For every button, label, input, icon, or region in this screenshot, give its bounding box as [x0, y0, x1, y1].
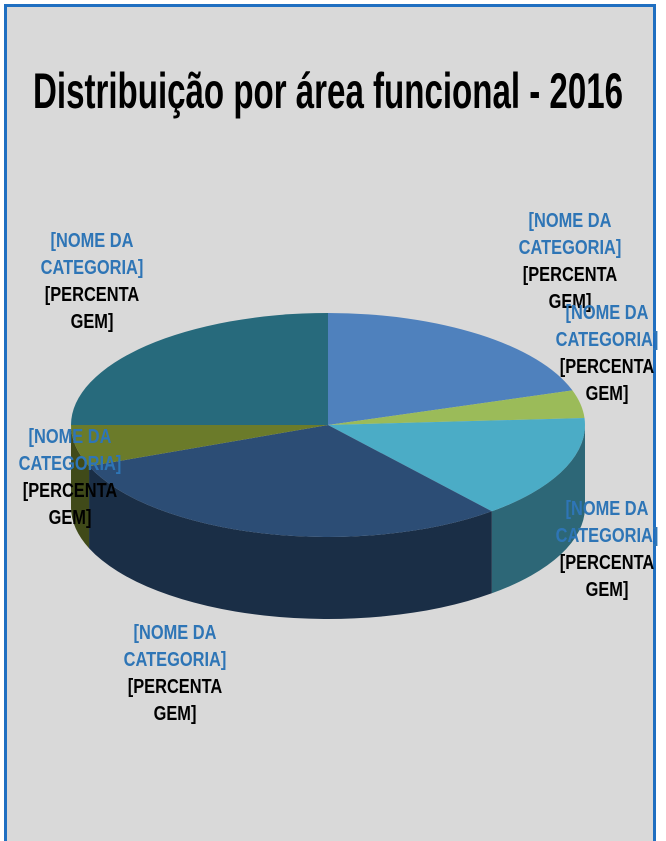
data-label: [NOME DA CATEGORIA] [PERCENTAGEM] [31, 228, 154, 336]
category-label: [NOME DA CATEGORIA] [18, 426, 122, 475]
data-label: [NOME DA CATEGORIA] [PERCENTAGEM] [546, 496, 666, 604]
data-label: [NOME DA CATEGORIA] [PERCENTAGEM] [546, 300, 666, 408]
value-label: [PERCENTAGEM] [522, 264, 618, 313]
pie-side [491, 425, 585, 594]
chart-title: Distribuição por área funcional - 2016 [33, 63, 623, 119]
data-label: [NOME DA CATEGORIA] [PERCENTAGEM] [114, 620, 237, 728]
value-label: [PERCENTAGEM] [559, 356, 655, 405]
pie-side [71, 425, 90, 549]
pie-slice [71, 425, 328, 467]
pie-slice [71, 313, 328, 425]
value-label: [PERCENTAGEM] [127, 676, 223, 725]
category-label: [NOME DA CATEGORIA] [555, 498, 659, 547]
data-label: [NOME DA CATEGORIA] [PERCENTAGEM] [9, 424, 132, 532]
pie-side [89, 466, 492, 619]
value-label: [PERCENTAGEM] [44, 284, 140, 333]
data-label: [NOME DA CATEGORIA] [PERCENTAGEM] [509, 208, 632, 316]
value-label: [PERCENTAGEM] [559, 552, 655, 601]
category-label: [NOME DA CATEGORIA] [555, 302, 659, 351]
value-label: [PERCENTAGEM] [22, 480, 118, 529]
pie-slice [89, 425, 492, 538]
category-label: [NOME DA CATEGORIA] [40, 230, 144, 279]
pie-slice [328, 390, 585, 425]
category-label: [NOME DA CATEGORIA] [123, 622, 227, 671]
pie-slice [328, 313, 573, 425]
category-label: [NOME DA CATEGORIA] [518, 210, 622, 259]
pie-slice [328, 417, 585, 512]
